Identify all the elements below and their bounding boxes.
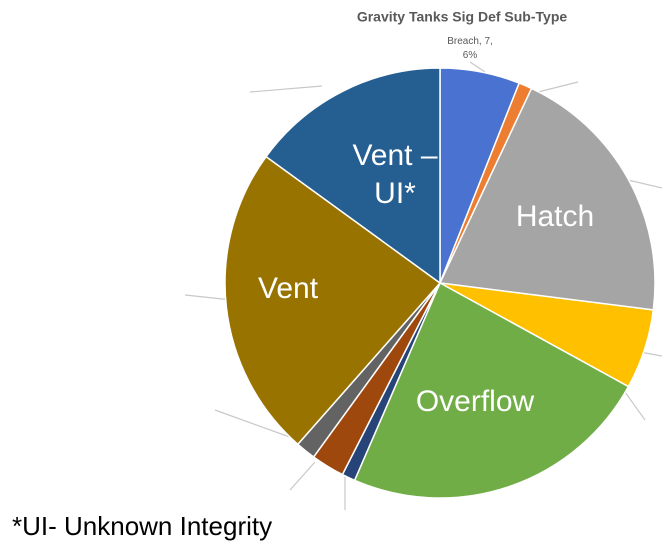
slice-label: Hatch xyxy=(516,200,594,233)
slice-label: Overflow xyxy=(416,385,535,418)
pie-slice xyxy=(353,281,630,499)
data-label: Breach, 7, 6% xyxy=(447,36,493,61)
leader-lines xyxy=(184,61,662,510)
slice-label: Vent xyxy=(258,272,319,305)
slice-label: Vent – UI* xyxy=(352,139,437,210)
footnote: *UI- Unknown Integrity xyxy=(12,511,272,541)
chart-title: Gravity Tanks Sig Def Sub-Type xyxy=(357,9,568,25)
pie-slice xyxy=(224,155,442,446)
pie-slice xyxy=(265,67,441,285)
pie-slice xyxy=(438,87,656,311)
